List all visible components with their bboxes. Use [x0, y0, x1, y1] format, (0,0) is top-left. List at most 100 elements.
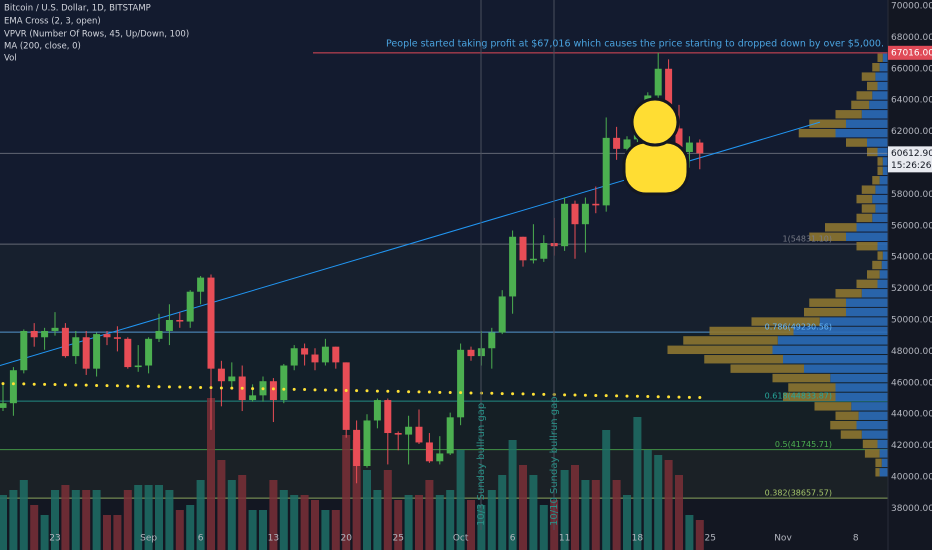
- gap-label: 10/3 Sunday bullrun gap: [476, 403, 487, 526]
- vpvr-up: [804, 364, 888, 373]
- fib-zone: [0, 244, 888, 333]
- vpvr-up: [872, 91, 888, 100]
- volume-bar: [186, 505, 195, 550]
- ma-dot: [251, 387, 255, 391]
- candle-body: [415, 426, 423, 443]
- volume-bar: [217, 460, 226, 550]
- volume-bar: [0, 495, 7, 550]
- vpvr-up: [830, 373, 888, 383]
- x-tick-label: 25: [704, 534, 715, 544]
- volume-bar: [248, 510, 257, 550]
- vpvr-up: [882, 53, 888, 62]
- volume-bar: [175, 510, 184, 550]
- vpvr-down: [683, 336, 778, 345]
- gap-label: 10/10 Sunday bullrun gap: [549, 396, 560, 526]
- fib-label: 0.382(38657.57): [765, 489, 832, 498]
- indicator-label: VPVR (Number Of Rows, 45, Up/Down, 100): [4, 30, 189, 40]
- vpvr-down: [814, 402, 852, 411]
- vpvr-up: [879, 62, 888, 72]
- vpvr-down: [877, 157, 883, 166]
- vpvr-down: [840, 430, 862, 439]
- ma-dot: [667, 395, 671, 399]
- vpvr-down: [856, 91, 873, 100]
- vpvr-up: [856, 223, 888, 232]
- ma-dot: [32, 382, 36, 386]
- volume-bar: [71, 490, 80, 550]
- x-tick-label: Sep: [140, 534, 157, 544]
- candle-body: [30, 330, 38, 338]
- ma-dot: [511, 392, 515, 396]
- volume-bar: [207, 398, 215, 550]
- ma-dot: [448, 391, 452, 395]
- ma-dot: [355, 389, 359, 393]
- volume-bar: [155, 485, 163, 550]
- vpvr-down: [861, 185, 876, 194]
- candle-body: [696, 142, 704, 154]
- ma-dot: [646, 394, 650, 398]
- volume-bar: [123, 490, 132, 550]
- candle-body: [51, 327, 59, 331]
- candle-body: [425, 442, 433, 462]
- candle-body: [363, 420, 371, 467]
- background-layer: [0, 0, 888, 550]
- volume-bar: [508, 440, 517, 550]
- vpvr-down: [856, 279, 878, 289]
- candle-body: [373, 400, 381, 421]
- person-body: [622, 140, 690, 196]
- candle-body: [498, 296, 506, 333]
- ma-dot: [490, 391, 494, 395]
- person-icon: [622, 97, 690, 196]
- fib-zone: [0, 401, 888, 450]
- volume-bar: [446, 490, 455, 550]
- candle-body: [165, 319, 173, 331]
- y-tick-label: 58000.00: [891, 190, 932, 200]
- x-tick-label: 6: [510, 534, 516, 544]
- y-tick-label: 44000.00: [891, 410, 932, 420]
- candle-body: [311, 354, 319, 363]
- y-tick-label: 54000.00: [891, 253, 932, 263]
- vpvr-down: [709, 326, 794, 336]
- vpvr-down: [877, 53, 883, 62]
- volume-bar: [591, 480, 600, 550]
- vpvr-up: [835, 128, 888, 138]
- ma-dot: [271, 387, 275, 391]
- plot-layer: 1(54831.10) 0.786(49230.56) 0.618(44833.87…: [0, 52, 888, 498]
- ma-dot: [188, 385, 192, 389]
- ma-dot: [334, 388, 338, 392]
- volume-bar: [654, 455, 663, 550]
- volume-bar: [82, 490, 91, 550]
- candle-body: [602, 137, 610, 206]
- fib-zone: [0, 449, 888, 499]
- candle-body: [124, 338, 132, 368]
- ma-dot: [43, 382, 47, 386]
- vpvr-up: [877, 439, 888, 449]
- vpvr-up: [875, 204, 888, 213]
- ma-dot: [656, 395, 660, 399]
- candle-body: [93, 334, 101, 369]
- ma-dot: [199, 385, 203, 389]
- volume-bar: [30, 505, 39, 550]
- person-head: [630, 97, 680, 147]
- ma-dot: [469, 391, 473, 395]
- volume-bar: [134, 485, 143, 550]
- volume-bar: [394, 500, 403, 550]
- volume-bar: [290, 495, 299, 550]
- volume-bar: [404, 495, 413, 550]
- vpvr-down: [856, 213, 873, 223]
- vpvr-down: [751, 317, 820, 326]
- ma-dot: [1, 382, 5, 386]
- ma-dot: [687, 395, 691, 399]
- vpvr-up: [783, 355, 888, 364]
- vpvr-down: [861, 72, 876, 81]
- ma-dot: [147, 384, 151, 388]
- volume-bar: [352, 440, 361, 550]
- vpvr-up: [793, 326, 888, 336]
- x-tick-label: 23: [49, 534, 60, 544]
- vpvr-up: [881, 260, 888, 270]
- volume-bar: [425, 480, 434, 550]
- price-tag-label: 67016.00: [891, 48, 932, 58]
- vpvr-up: [777, 336, 888, 345]
- vpvr-down: [825, 223, 857, 232]
- candle-body: [353, 429, 361, 467]
- ma-dot: [74, 383, 78, 387]
